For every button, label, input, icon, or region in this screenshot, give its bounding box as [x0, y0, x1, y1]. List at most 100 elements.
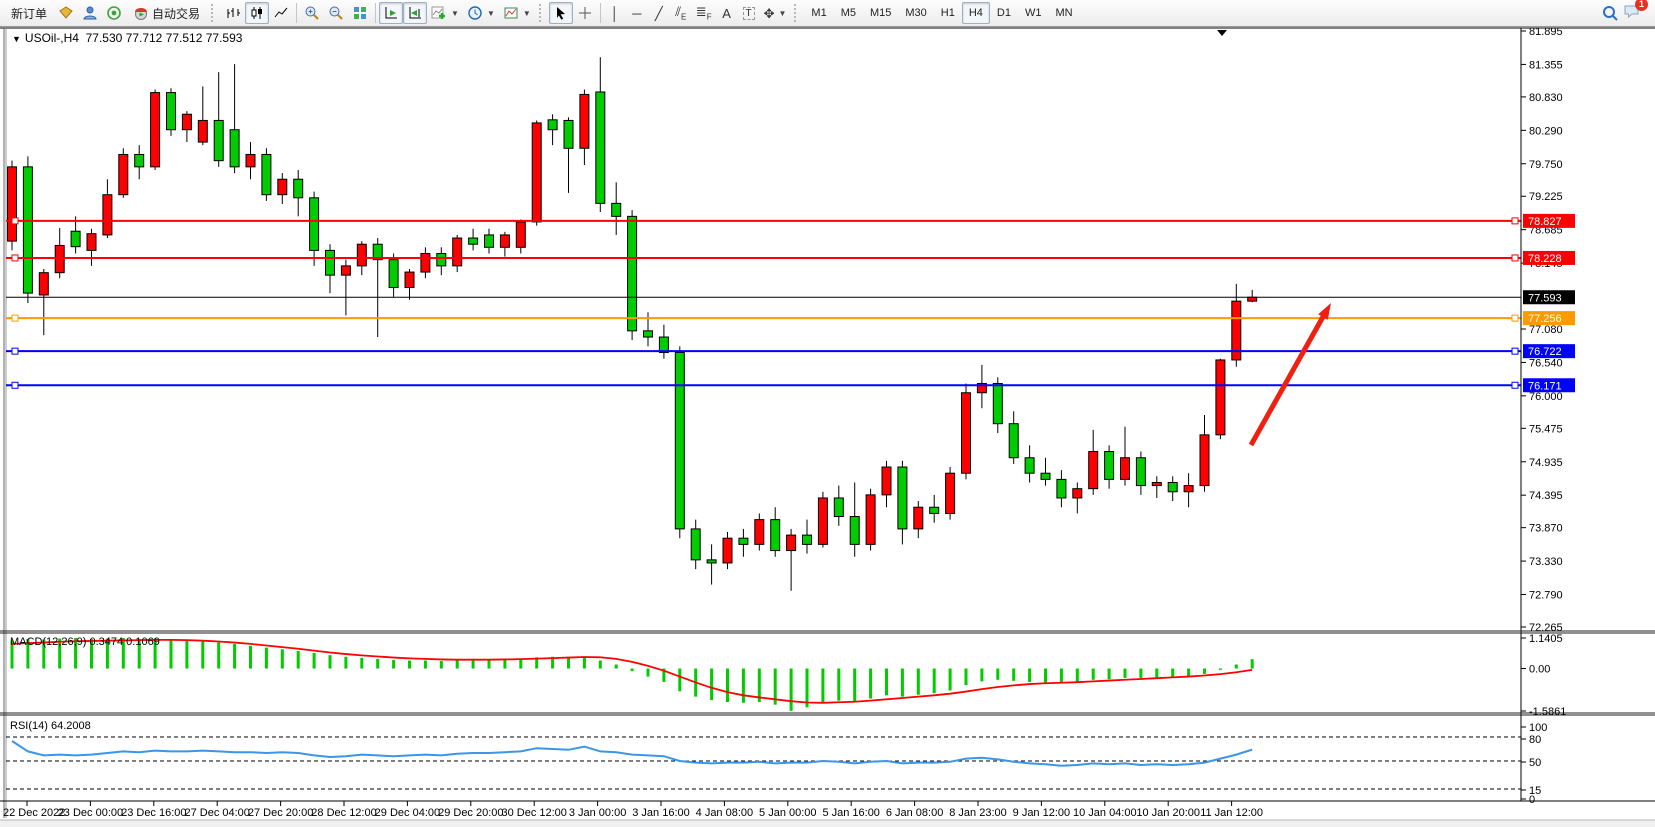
broadcast-icon[interactable] — [102, 2, 126, 24]
add-indicator-icon — [431, 6, 446, 19]
equidistant-channel-icon[interactable]: ⫽E — [675, 3, 687, 22]
timeframe-m15[interactable]: M15 — [869, 7, 892, 19]
price-axis-label: 73.870 — [1529, 523, 1563, 535]
price-axis-label: 80.290 — [1529, 125, 1563, 137]
macd-histogram-bar — [408, 660, 411, 669]
timeframe-mn[interactable]: MN — [1055, 7, 1073, 19]
chart-shift-marker[interactable] — [1217, 30, 1227, 36]
candle — [420, 252, 431, 273]
vertical-line-icon[interactable]: │ — [610, 5, 619, 21]
macd-histogram-bar — [1059, 668, 1063, 684]
candle — [309, 197, 320, 251]
candle — [70, 230, 81, 248]
line-anchor[interactable] — [1511, 254, 1519, 262]
macd-histogram-bar — [201, 641, 205, 669]
chart-line-icon[interactable] — [269, 2, 293, 24]
timeframe-m5[interactable]: M5 — [840, 7, 856, 19]
line-anchor[interactable] — [11, 347, 19, 355]
candle — [658, 336, 669, 354]
line-anchor[interactable] — [11, 217, 19, 225]
macd-histogram-bar — [1171, 668, 1175, 678]
symbol-dropdown-icon[interactable]: ▼ — [12, 34, 21, 44]
chart-bars-icon[interactable] — [221, 2, 245, 24]
toolbar-separator — [296, 3, 298, 23]
toolbar-separator — [599, 3, 601, 23]
search-icon[interactable] — [1598, 2, 1623, 24]
candle — [643, 330, 653, 338]
price-badge — [1523, 290, 1575, 305]
zoom-out-icon[interactable] — [324, 2, 348, 24]
timeframe-w1[interactable]: W1 — [1024, 7, 1042, 19]
macd-histogram-bar — [10, 640, 14, 669]
candle — [690, 528, 701, 561]
time-axis-label: 8 Jan 23:00 — [949, 807, 1007, 819]
macd-histogram-bar — [503, 659, 507, 669]
chart-shift-icon[interactable] — [403, 2, 428, 24]
line-anchor[interactable] — [1511, 314, 1519, 322]
chart-candles-icon[interactable] — [245, 2, 270, 24]
auto-scroll-icon[interactable] — [379, 2, 404, 24]
add-indicator-button[interactable]: ▼ — [427, 2, 463, 24]
templates-button[interactable]: ▼ — [499, 2, 535, 24]
chevron-down-icon: ▼ — [522, 8, 531, 18]
chart-background[interactable] — [0, 27, 1655, 827]
timeframe-m30[interactable]: M30 — [905, 7, 927, 19]
toolbar-drag-handle[interactable] — [538, 4, 545, 22]
autotrading-button[interactable]: 自动交易 — [126, 2, 207, 24]
candle — [150, 92, 161, 168]
tile-windows-icon[interactable] — [348, 2, 372, 24]
macd-histogram-bar — [471, 659, 475, 669]
line-anchor[interactable] — [1511, 347, 1519, 355]
price-badge — [1523, 213, 1575, 228]
line-anchor[interactable] — [11, 254, 19, 262]
price-badge-label: 77.256 — [1528, 313, 1562, 325]
candle — [245, 153, 256, 168]
periods-button[interactable]: ▼ — [463, 2, 499, 24]
trend-arrow-head[interactable] — [1318, 303, 1331, 320]
toolbar-drag-handle[interactable] — [211, 4, 217, 22]
macd-histogram-bar — [582, 656, 586, 669]
macd-histogram-bar — [614, 664, 618, 669]
crosshair-icon[interactable] — [573, 2, 597, 24]
macd-histogram-bar — [74, 638, 78, 669]
trendline-icon[interactable]: ╱ — [654, 5, 663, 21]
timeframe-d1[interactable]: D1 — [996, 7, 1011, 19]
toolbar-drag-handle[interactable] — [794, 4, 800, 22]
line-anchor[interactable] — [11, 314, 19, 322]
macd-histogram-bar — [853, 668, 857, 702]
horizontal-line-icon[interactable]: ─ — [632, 5, 642, 21]
candle — [38, 272, 49, 296]
notifications-button[interactable]: 1 — [1623, 0, 1648, 24]
metaeditor-icon[interactable] — [54, 2, 78, 24]
profile-icon[interactable] — [78, 2, 102, 24]
macd-histogram-bar — [423, 660, 427, 669]
time-axis-label: 29 Dec 20:00 — [438, 807, 503, 819]
clock-icon — [468, 6, 482, 20]
macd-histogram-bar — [932, 668, 936, 694]
zoom-in-icon[interactable] — [300, 2, 324, 24]
candle — [118, 153, 129, 196]
rsi-axis-label: 15 — [1529, 785, 1541, 797]
trend-arrow[interactable] — [1248, 313, 1327, 447]
macd-histogram-bar — [1028, 668, 1032, 682]
cursor-icon[interactable] — [548, 2, 573, 24]
text-tool-icon[interactable]: A — [722, 5, 731, 21]
macd-histogram-bar — [519, 658, 523, 669]
candle — [452, 237, 463, 267]
timeframe-h4[interactable]: H4 — [961, 2, 990, 24]
new-order-button[interactable]: 新订单 — [11, 6, 48, 21]
line-anchor[interactable] — [11, 381, 19, 389]
shapes-tool-button[interactable]: ✥ ▼ — [760, 2, 791, 24]
fibonacci-icon[interactable]: ≣F — [695, 3, 712, 22]
rsi-line — [11, 740, 1253, 767]
line-anchor[interactable] — [1511, 381, 1519, 389]
timeframe-m1[interactable]: M1 — [811, 7, 827, 19]
candle — [897, 466, 908, 530]
macd-histogram-bar — [741, 668, 745, 703]
macd-histogram-bar — [121, 638, 125, 669]
macd-histogram-bar — [1155, 668, 1159, 678]
text-label-icon[interactable]: T — [738, 2, 760, 24]
timeframe-h1[interactable]: H1 — [940, 7, 955, 19]
line-anchor[interactable] — [1511, 217, 1519, 225]
